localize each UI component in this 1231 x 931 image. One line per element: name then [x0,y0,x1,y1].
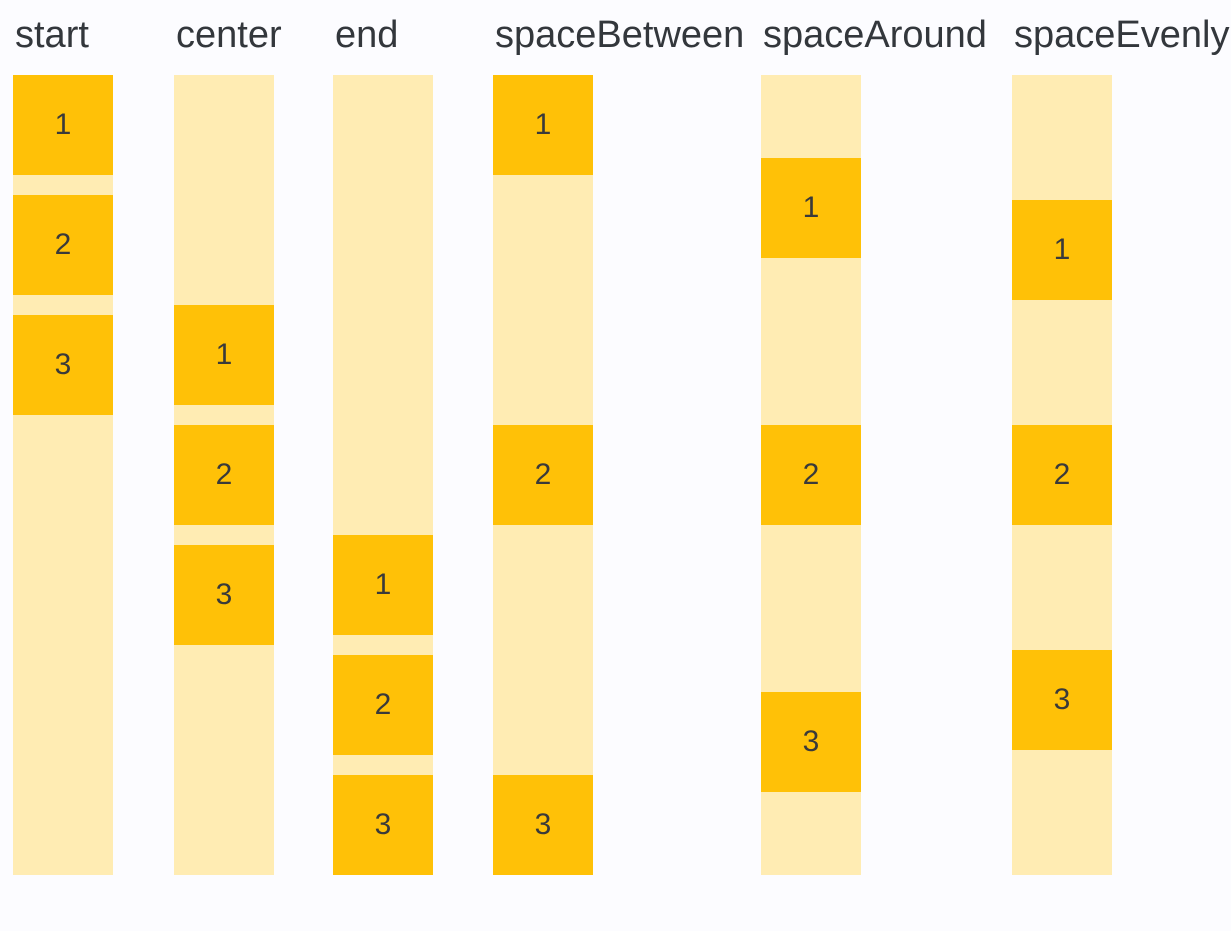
flex-item: 1 [333,535,433,635]
flex-container-start: 1 2 3 [13,75,113,875]
alignment-label-start: start [15,14,89,56]
alignment-label-end: end [335,14,399,56]
alignment-label-space-evenly: spaceEvenly [1014,14,1230,56]
alignment-label-space-between: spaceBetween [495,14,745,56]
flex-container-space-evenly: 1 2 3 [1012,75,1112,875]
flex-item: 1 [493,75,593,175]
flex-item: 3 [333,775,433,875]
alignment-label-space-around: spaceAround [763,14,987,56]
flex-item: 2 [493,425,593,525]
flex-item: 2 [13,195,113,295]
flex-container-space-between: 1 2 3 [493,75,593,875]
flex-item: 3 [13,315,113,415]
column-start: start 1 2 3 [13,14,174,875]
flex-item: 1 [174,305,274,405]
column-space-around: spaceAround 1 2 3 [761,14,1012,875]
flex-item: 3 [1012,650,1112,750]
flex-item: 3 [493,775,593,875]
flex-item: 2 [174,425,274,525]
flex-item: 2 [1012,425,1112,525]
alignment-label-center: center [176,14,282,56]
flex-item: 2 [333,655,433,755]
column-space-between: spaceBetween 1 2 3 [493,14,761,875]
main-axis-alignment-demo: start 1 2 3 center 1 2 3 end 1 2 3 space… [13,14,1230,875]
column-center: center 1 2 3 [174,14,333,875]
flex-item: 3 [761,691,861,792]
flex-container-center: 1 2 3 [174,75,274,875]
flex-item: 3 [174,545,274,645]
flex-item: 2 [761,424,861,525]
flex-item: 1 [1012,200,1112,300]
flex-container-end: 1 2 3 [333,75,433,875]
column-space-evenly: spaceEvenly 1 2 3 [1012,14,1230,875]
flex-item: 1 [761,158,861,259]
flex-item: 1 [13,75,113,175]
flex-container-space-around: 1 2 3 [761,75,861,875]
column-end: end 1 2 3 [333,14,493,875]
